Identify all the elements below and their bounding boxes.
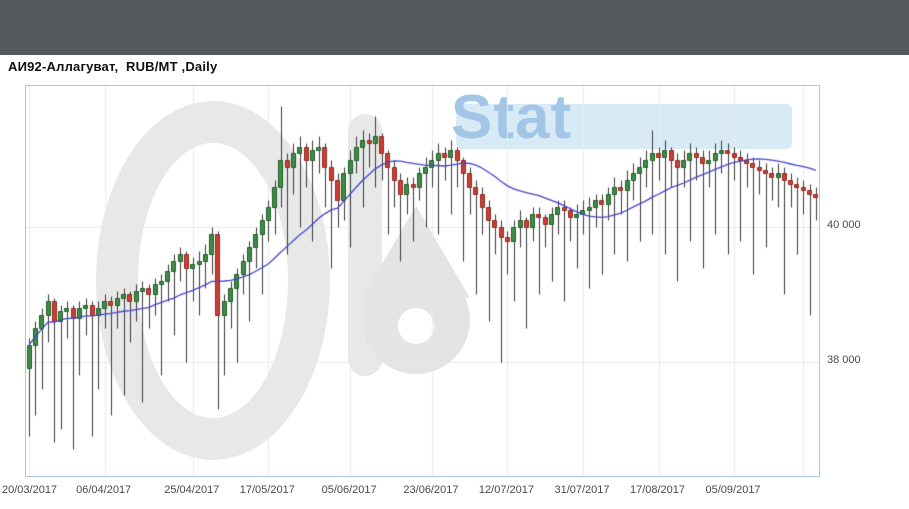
x-axis-label: 17/05/2017 <box>239 484 295 496</box>
x-axis-label: 25/04/2017 <box>164 484 220 496</box>
x-axis-label: 05/06/2017 <box>321 484 377 496</box>
x-axis-label: 06/04/2017 <box>76 484 132 496</box>
top-bar <box>0 0 909 55</box>
x-axis-label: 12/07/2017 <box>478 484 534 496</box>
x-axis-label: 23/06/2017 <box>403 484 459 496</box>
x-axis-labels: 20/03/2017 06/04/2017 25/04/2017 17/05/2017… <box>0 484 909 500</box>
x-axis-label: 05/09/2017 <box>705 484 761 496</box>
chart-title: АИ92-Аллагуват, RUB/MT ,Daily <box>8 59 218 74</box>
x-axis-label: 31/07/2017 <box>554 484 610 496</box>
chart-plot-area: Stat <box>25 85 820 477</box>
candlestick-canvas <box>26 86 819 476</box>
y-axis-label: 40 000 <box>827 219 861 232</box>
y-axis-label: 38 000 <box>827 353 861 366</box>
x-axis-label: 17/08/2017 <box>629 484 686 496</box>
x-axis-label: 20/03/2017 <box>2 484 58 496</box>
